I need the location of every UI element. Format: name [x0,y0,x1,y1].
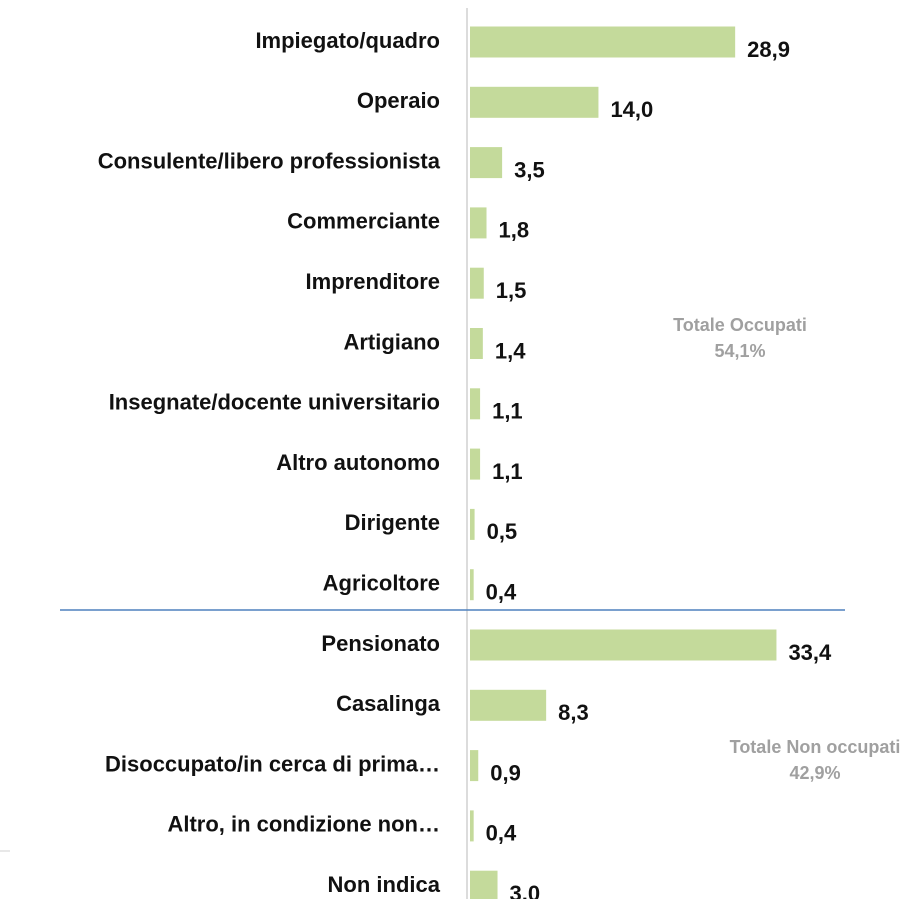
category-label: Consulente/libero professionista [98,148,441,173]
category-label: Disoccupato/in cerca di prima… [105,751,440,776]
bar [470,147,503,179]
category-label: Non indica [328,872,441,897]
data-label: 0,9 [490,760,521,785]
data-label: 8,3 [558,700,589,725]
bar [470,750,479,782]
data-label: 33,4 [788,640,832,665]
category-label: Artigiano [343,329,440,354]
bar [470,267,484,299]
data-label: 14,0 [610,97,653,122]
bar [470,26,736,58]
annotation: 54,1% [714,341,765,361]
data-label: 3,0 [510,881,541,899]
category-label: Agricoltore [323,571,440,596]
data-label: 0,4 [486,580,517,605]
data-label: 1,8 [499,218,530,243]
data-label: 1,5 [496,278,527,303]
category-label: Insegnate/docente universitario [109,390,440,415]
bar [470,629,777,661]
bar [470,569,474,601]
bar [470,86,599,118]
category-label: Altro autonomo [276,450,440,475]
category-label: Impiegato/quadro [255,28,440,53]
bar [470,870,498,899]
category-label: Imprenditore [306,269,440,294]
category-label: Operaio [357,88,440,113]
bar [470,810,474,842]
bar [470,328,483,359]
data-label: 1,1 [492,399,523,424]
bar [470,448,481,480]
category-label: Casalinga [336,691,441,716]
data-label: 28,9 [747,37,790,62]
category-label: Commerciante [287,209,440,234]
category-label: Pensionato [321,631,440,656]
data-label: 1,4 [495,338,526,363]
data-label: 0,4 [486,821,517,846]
annotation: Totale Non occupati [730,737,901,757]
bar [470,508,475,540]
category-label: Dirigente [345,510,440,535]
bar [470,388,481,420]
data-label: 3,5 [514,157,545,182]
data-label: 1,1 [492,459,523,484]
annotation: Totale Occupati [673,315,807,335]
bar [470,207,487,239]
bar [470,689,547,721]
annotation: 42,9% [789,763,840,783]
data-label: 0,5 [487,519,518,544]
category-label: Altro, in condizione non… [167,812,440,837]
